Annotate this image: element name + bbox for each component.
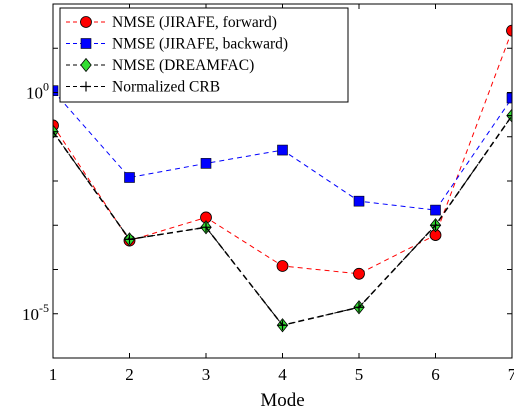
legend-label: Normalized CRB xyxy=(112,79,220,96)
legend: NMSE (JIRAFE, forward) NMSE (JIRAFE, back… xyxy=(59,7,349,103)
x-tick-label: 3 xyxy=(202,365,211,384)
legend-marker xyxy=(80,16,92,28)
series-jirafe-forward xyxy=(53,24,512,280)
series-normalized-crb xyxy=(53,110,512,331)
data-point xyxy=(200,158,212,169)
data-point xyxy=(430,220,441,231)
data-point xyxy=(354,302,364,313)
legend-label: NMSE (JIRAFE, forward) xyxy=(112,14,277,31)
data-point xyxy=(124,172,135,183)
data-point xyxy=(201,222,211,233)
data-point xyxy=(430,204,441,216)
data-point xyxy=(277,320,288,331)
data-point xyxy=(276,260,289,272)
y-tick-label: 100 xyxy=(26,80,49,103)
legend-label: NMSE (DREAMFAC) xyxy=(112,57,254,74)
data-point xyxy=(353,195,365,207)
legend-item: NMSE (DREAMFAC) xyxy=(66,57,254,74)
series-jirafe-backward xyxy=(53,85,512,216)
x-tick-label: 6 xyxy=(431,365,440,384)
series-dreamfac xyxy=(53,108,512,333)
data-point xyxy=(53,85,59,96)
data-point xyxy=(506,92,512,104)
legend-box xyxy=(59,7,349,103)
legend-marker xyxy=(80,38,92,49)
data-point xyxy=(353,267,365,280)
x-tick-label: 1 xyxy=(49,365,58,384)
legend-item: NMSE (JIRAFE, backward) xyxy=(66,36,288,53)
y-tick-label: 10-5 xyxy=(22,301,49,324)
data-point xyxy=(507,110,512,121)
x-tick-label: 2 xyxy=(125,365,134,384)
x-tick-label: 7 xyxy=(508,365,514,384)
legend-item: NMSE (JIRAFE, forward) xyxy=(66,14,277,31)
data-point xyxy=(124,234,135,245)
data-point xyxy=(53,126,58,137)
x-tick-label: 4 xyxy=(278,365,287,384)
legend-item: Normalized CRB xyxy=(66,79,220,96)
legend-marker xyxy=(80,57,92,73)
legend-label: NMSE (JIRAFE, backward) xyxy=(112,36,288,53)
x-tick-label: 5 xyxy=(355,365,364,384)
x-axis-label: Mode xyxy=(260,390,304,411)
data-point xyxy=(277,144,288,156)
data-point xyxy=(506,24,512,37)
legend-marker xyxy=(81,81,91,92)
